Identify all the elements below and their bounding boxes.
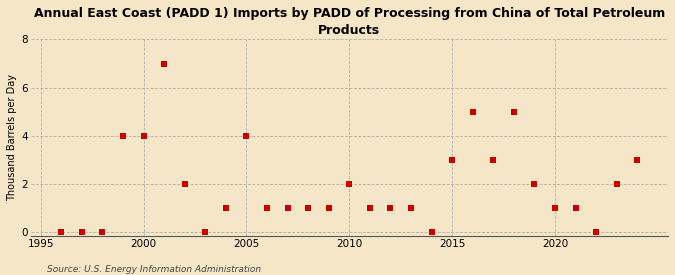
Title: Annual East Coast (PADD 1) Imports by PADD of Processing from China of Total Pet: Annual East Coast (PADD 1) Imports by PA… <box>34 7 665 37</box>
Y-axis label: Thousand Barrels per Day: Thousand Barrels per Day <box>7 74 17 201</box>
Text: Source: U.S. Energy Information Administration: Source: U.S. Energy Information Administ… <box>47 265 261 274</box>
